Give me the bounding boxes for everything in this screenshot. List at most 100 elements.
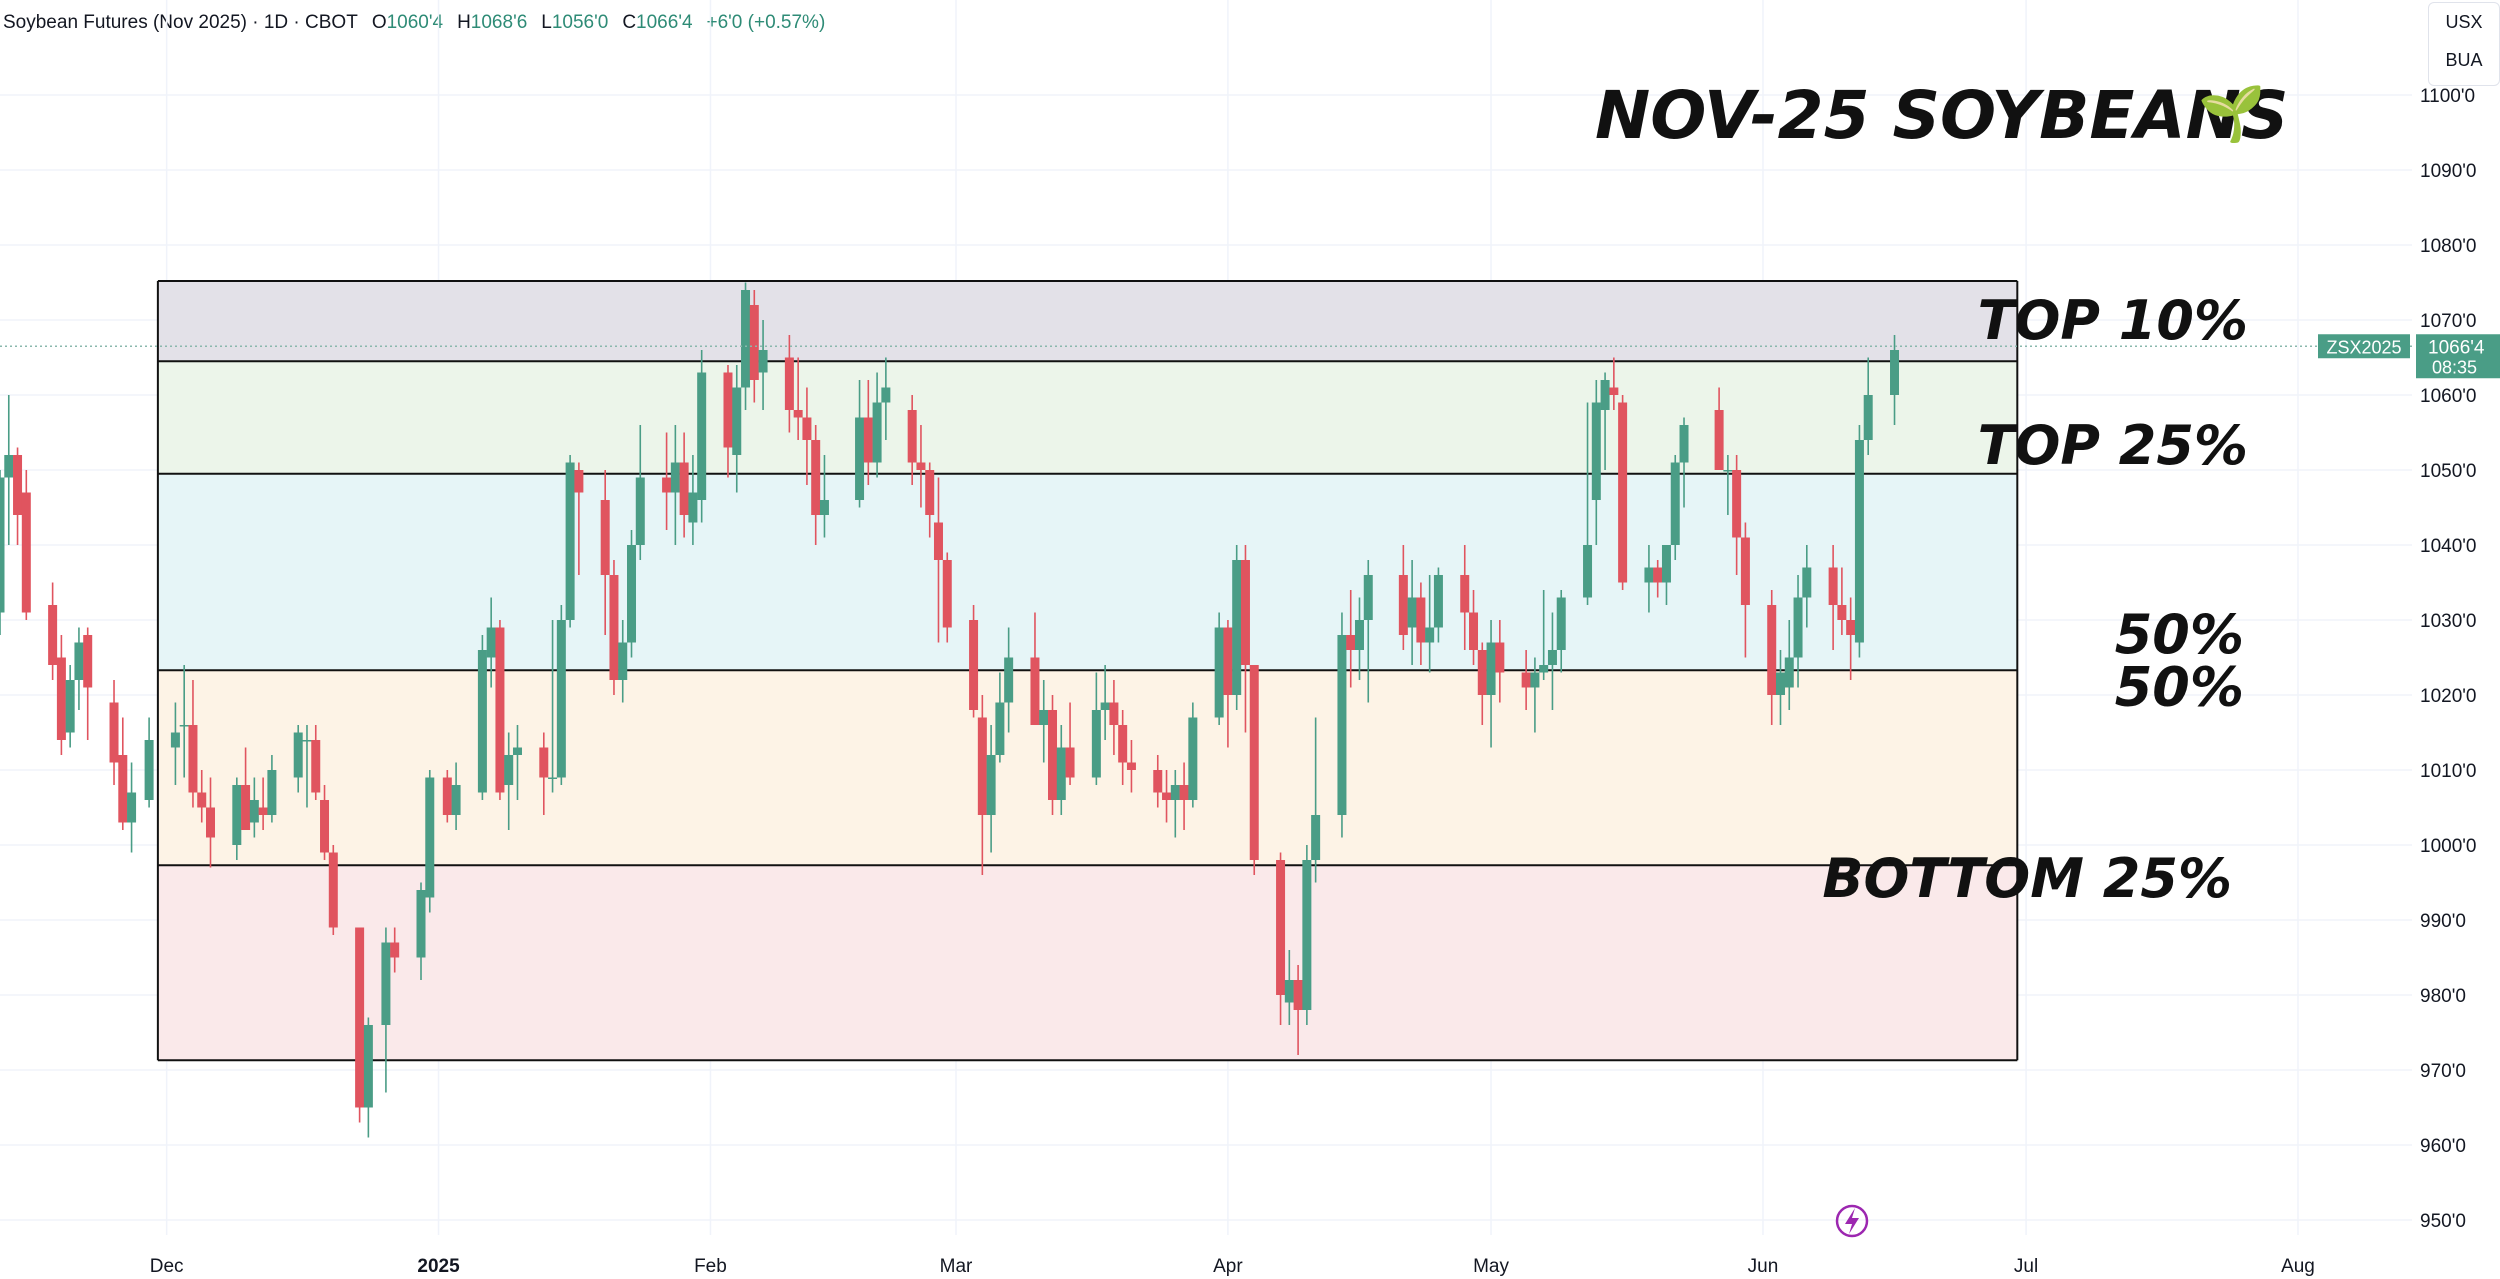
- candle-body: [1039, 710, 1049, 725]
- zone-band: [157, 670, 2018, 866]
- candle: [1767, 590, 1777, 725]
- zone-label: TOP 10%: [1978, 289, 2248, 352]
- candle-body: [1854, 440, 1864, 643]
- unit-label[interactable]: BUA: [2445, 50, 2483, 70]
- y-tick-label: 960'0: [2420, 1136, 2466, 1157]
- candle-body: [1398, 575, 1408, 635]
- candle: [1583, 402, 1593, 605]
- candle-body: [442, 777, 452, 815]
- candle: [206, 777, 216, 868]
- candle: [723, 365, 733, 478]
- candle-body: [1653, 567, 1663, 583]
- x-tick-label: Jul: [2014, 1256, 2038, 1277]
- candle: [1591, 380, 1601, 545]
- zone-band: [157, 281, 2018, 362]
- price-tag-countdown: 08:35: [2432, 357, 2477, 377]
- candle: [1153, 755, 1163, 808]
- candle: [1065, 702, 1075, 785]
- candle-body: [293, 732, 303, 778]
- open-value: 1060'4: [386, 12, 444, 33]
- candle-body: [302, 740, 312, 742]
- candle-body: [1100, 702, 1110, 710]
- candle: [1732, 455, 1742, 575]
- candle: [258, 777, 268, 830]
- candle: [65, 665, 75, 748]
- candle: [1460, 545, 1470, 650]
- ticker-tag-label: ZSX2025: [2326, 337, 2401, 357]
- candle-body: [1179, 785, 1189, 800]
- candle-body: [855, 417, 865, 500]
- candle-body: [451, 785, 461, 815]
- candle: [109, 680, 119, 785]
- y-tick-label: 1030'0: [2420, 611, 2476, 632]
- candle: [118, 717, 128, 830]
- candle: [697, 350, 707, 523]
- candle: [784, 335, 794, 433]
- candle-body: [1240, 560, 1250, 665]
- y-tick-label: 1090'0: [2420, 161, 2476, 182]
- candle: [249, 777, 259, 838]
- candle-body: [697, 372, 707, 500]
- candle: [1354, 597, 1364, 680]
- candle: [1030, 612, 1040, 725]
- zone-label: TOP 25%: [1978, 414, 2248, 477]
- candle-body: [170, 732, 180, 748]
- x-tick-label: Dec: [150, 1256, 184, 1277]
- candle-body: [1583, 545, 1593, 598]
- candle-body: [1337, 635, 1347, 815]
- candle: [1214, 612, 1224, 725]
- close-label: C: [622, 12, 637, 33]
- candle-body: [1416, 597, 1426, 643]
- candle: [819, 455, 829, 538]
- candle-body: [1802, 567, 1812, 598]
- candle-body: [232, 785, 242, 845]
- candle-body: [355, 927, 365, 1108]
- lightning-icon-button[interactable]: [1835, 1204, 1869, 1238]
- candle-body: [1188, 717, 1198, 800]
- candle: [495, 620, 505, 800]
- candle-body: [688, 492, 698, 523]
- candle-body: [13, 455, 23, 515]
- candle: [188, 680, 198, 808]
- candle-body: [1433, 575, 1443, 628]
- candle: [1311, 717, 1321, 883]
- sprout-icon: 🌱: [2198, 84, 2265, 144]
- candle-body: [758, 350, 768, 373]
- candle-body: [1030, 657, 1040, 725]
- candle: [267, 755, 277, 823]
- candle-body: [416, 890, 426, 958]
- candle: [320, 785, 330, 860]
- candle-body: [635, 477, 645, 545]
- y-tick-label: 1020'0: [2420, 686, 2476, 707]
- high-value: 1068'6: [470, 12, 528, 33]
- candle: [907, 395, 917, 485]
- candle: [48, 582, 58, 680]
- candle-body: [1661, 545, 1671, 583]
- candle: [732, 365, 742, 493]
- candle-body: [1469, 612, 1479, 650]
- candle-body: [83, 635, 93, 688]
- candle-body: [977, 717, 987, 815]
- candle-body: [179, 725, 189, 727]
- y-tick-label: 950'0: [2420, 1211, 2466, 1232]
- candle: [1530, 657, 1540, 733]
- lightning-icon[interactable]: [1845, 1208, 1859, 1234]
- candle: [1539, 590, 1549, 680]
- currency-unit-selector[interactable]: USX BUA: [2428, 2, 2500, 86]
- candle-body: [1723, 470, 1733, 472]
- currency-label[interactable]: USX: [2445, 12, 2483, 32]
- y-tick-label: 1080'0: [2420, 236, 2476, 257]
- candle-body: [1126, 762, 1136, 770]
- high-label: H: [457, 12, 471, 33]
- y-tick-label: 1000'0: [2420, 836, 2476, 857]
- candle: [1846, 597, 1856, 680]
- candle: [1486, 620, 1496, 748]
- candle-body: [1346, 635, 1356, 650]
- lightning-icon-circle[interactable]: [1835, 1204, 1869, 1238]
- candle-body: [1609, 387, 1619, 395]
- candle: [1854, 425, 1864, 658]
- candle-body: [328, 852, 338, 928]
- candle: [662, 432, 672, 530]
- candle-body: [4, 455, 14, 478]
